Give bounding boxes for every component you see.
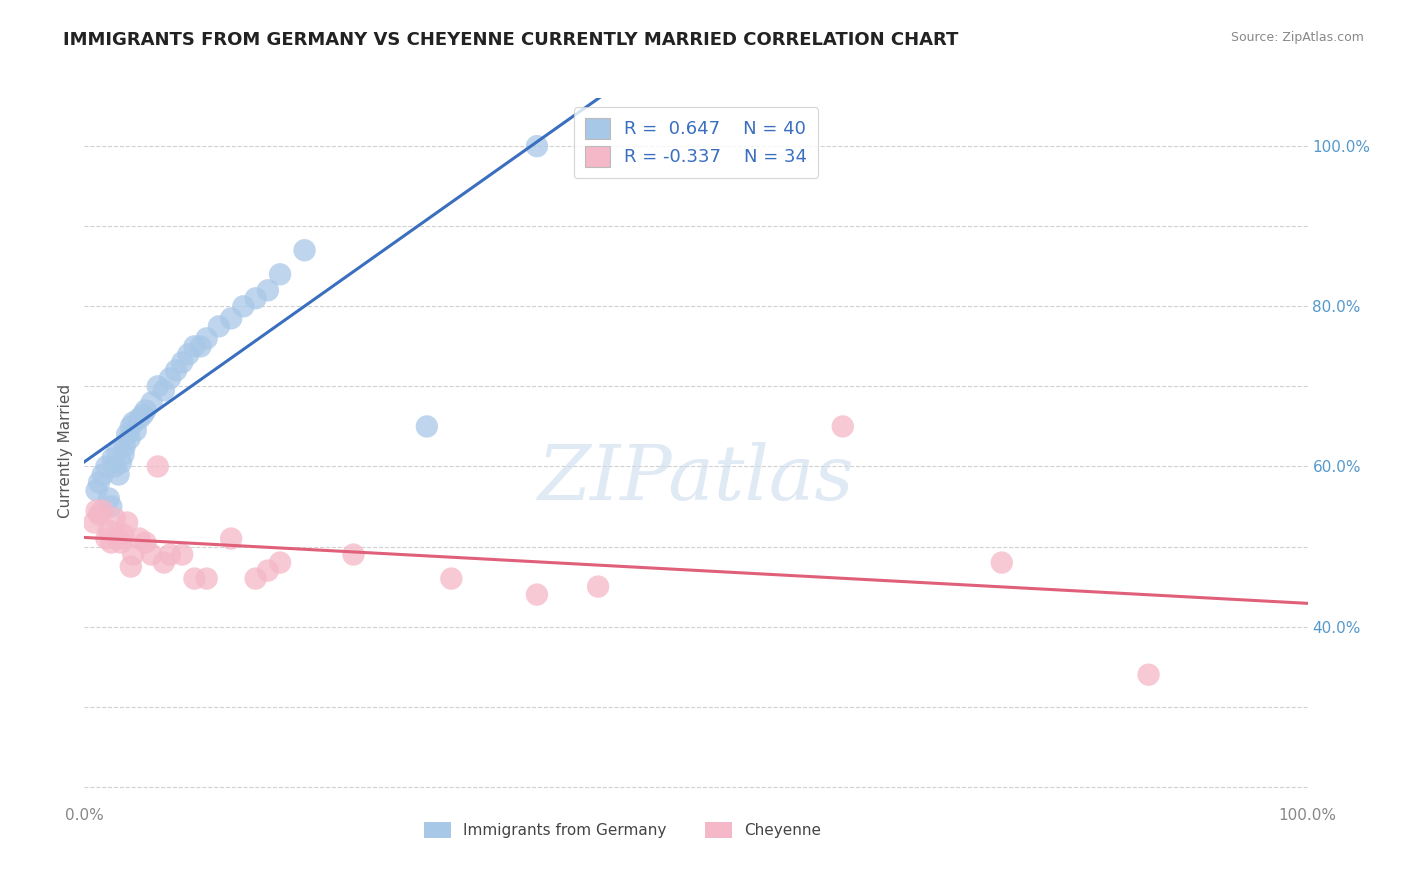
Point bbox=[831, 419, 853, 434]
Point bbox=[153, 384, 176, 398]
Text: Source: ZipAtlas.com: Source: ZipAtlas.com bbox=[1230, 31, 1364, 45]
Point bbox=[120, 559, 142, 574]
Point bbox=[107, 467, 129, 482]
Point bbox=[177, 347, 200, 361]
Point bbox=[104, 459, 127, 474]
Point bbox=[526, 139, 548, 153]
Point bbox=[245, 291, 267, 305]
Text: ZIPatlas: ZIPatlas bbox=[537, 442, 855, 516]
Point bbox=[257, 564, 280, 578]
Point bbox=[257, 283, 280, 297]
Legend: Immigrants from Germany, Cheyenne: Immigrants from Germany, Cheyenne bbox=[418, 816, 828, 845]
Point bbox=[87, 475, 110, 490]
Point bbox=[208, 319, 231, 334]
Point bbox=[195, 331, 218, 345]
Point bbox=[159, 548, 181, 562]
Point bbox=[110, 455, 132, 469]
Point bbox=[526, 588, 548, 602]
Point bbox=[172, 548, 194, 562]
Point bbox=[132, 408, 155, 422]
Point bbox=[183, 572, 205, 586]
Point bbox=[135, 535, 157, 549]
Point bbox=[105, 443, 128, 458]
Point bbox=[183, 339, 205, 353]
Point bbox=[146, 379, 169, 393]
Point bbox=[100, 535, 122, 549]
Y-axis label: Currently Married: Currently Married bbox=[58, 384, 73, 517]
Point bbox=[122, 548, 145, 562]
Point bbox=[112, 447, 135, 461]
Point bbox=[86, 483, 108, 498]
Point bbox=[991, 556, 1014, 570]
Point bbox=[1137, 667, 1160, 681]
Point bbox=[115, 427, 138, 442]
Point bbox=[269, 556, 291, 570]
Point bbox=[110, 535, 132, 549]
Point bbox=[100, 500, 122, 514]
Point bbox=[128, 411, 150, 425]
Point bbox=[97, 524, 120, 538]
Point bbox=[96, 459, 118, 474]
Point bbox=[219, 532, 242, 546]
Point bbox=[83, 516, 105, 530]
Point bbox=[101, 451, 124, 466]
Point bbox=[146, 459, 169, 474]
Point bbox=[97, 491, 120, 506]
Point bbox=[586, 580, 609, 594]
Point bbox=[125, 424, 148, 438]
Point bbox=[165, 363, 187, 377]
Point bbox=[294, 244, 316, 258]
Point bbox=[141, 395, 163, 409]
Point bbox=[159, 371, 181, 385]
Point bbox=[114, 440, 136, 454]
Point bbox=[104, 511, 127, 525]
Point bbox=[342, 548, 364, 562]
Point bbox=[91, 503, 114, 517]
Point bbox=[232, 299, 254, 313]
Point bbox=[245, 572, 267, 586]
Point bbox=[120, 419, 142, 434]
Point bbox=[112, 527, 135, 541]
Point bbox=[190, 339, 212, 353]
Point bbox=[153, 556, 176, 570]
Point bbox=[135, 403, 157, 417]
Point bbox=[269, 268, 291, 282]
Point bbox=[172, 355, 194, 369]
Point bbox=[115, 516, 138, 530]
Point bbox=[107, 532, 129, 546]
Point bbox=[86, 503, 108, 517]
Point bbox=[96, 532, 118, 546]
Point bbox=[219, 311, 242, 326]
Point bbox=[122, 416, 145, 430]
Point bbox=[91, 467, 114, 482]
Point bbox=[128, 532, 150, 546]
Text: IMMIGRANTS FROM GERMANY VS CHEYENNE CURRENTLY MARRIED CORRELATION CHART: IMMIGRANTS FROM GERMANY VS CHEYENNE CURR… bbox=[63, 31, 959, 49]
Point bbox=[141, 548, 163, 562]
Point bbox=[87, 508, 110, 522]
Point bbox=[118, 432, 141, 446]
Point bbox=[195, 572, 218, 586]
Point bbox=[440, 572, 463, 586]
Point bbox=[416, 419, 439, 434]
